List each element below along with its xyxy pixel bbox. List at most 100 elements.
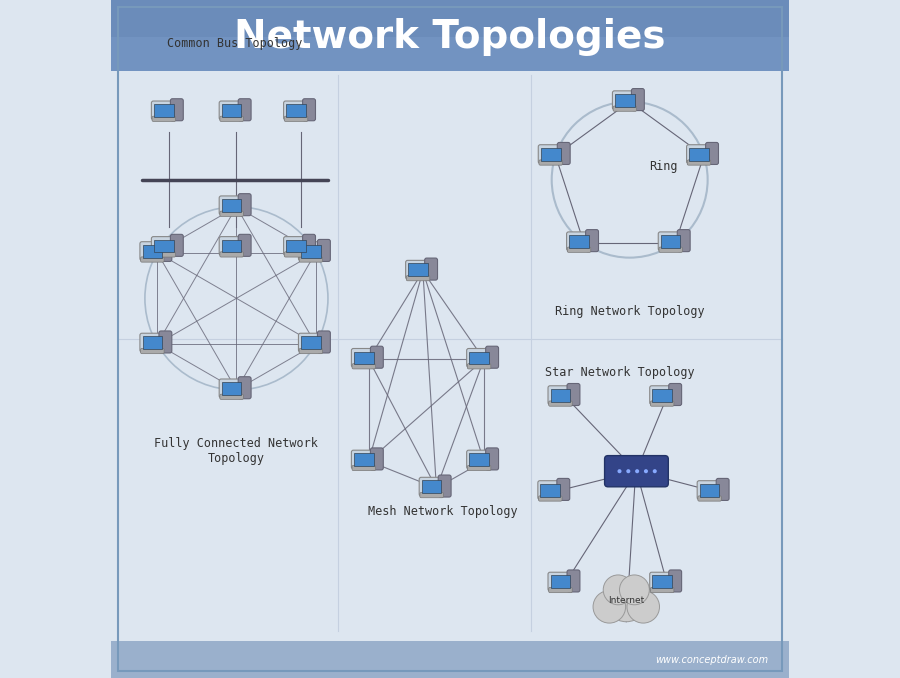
FancyBboxPatch shape xyxy=(354,352,373,364)
FancyBboxPatch shape xyxy=(352,363,375,369)
FancyBboxPatch shape xyxy=(238,377,251,399)
FancyBboxPatch shape xyxy=(299,348,322,354)
Text: Ring: Ring xyxy=(649,159,678,173)
Text: Internet: Internet xyxy=(608,595,644,605)
FancyBboxPatch shape xyxy=(438,475,451,497)
Circle shape xyxy=(644,469,648,473)
FancyBboxPatch shape xyxy=(425,258,437,280)
FancyBboxPatch shape xyxy=(652,389,672,401)
FancyBboxPatch shape xyxy=(689,148,709,161)
Circle shape xyxy=(627,591,660,623)
FancyBboxPatch shape xyxy=(613,106,636,111)
FancyBboxPatch shape xyxy=(170,235,184,256)
FancyBboxPatch shape xyxy=(154,240,174,252)
FancyBboxPatch shape xyxy=(652,576,672,588)
FancyBboxPatch shape xyxy=(538,144,564,163)
FancyBboxPatch shape xyxy=(220,116,243,121)
FancyBboxPatch shape xyxy=(615,94,634,106)
FancyBboxPatch shape xyxy=(467,465,491,471)
Circle shape xyxy=(635,469,639,473)
FancyBboxPatch shape xyxy=(318,331,330,353)
FancyBboxPatch shape xyxy=(221,240,241,252)
FancyBboxPatch shape xyxy=(220,101,245,120)
Circle shape xyxy=(619,575,649,605)
FancyBboxPatch shape xyxy=(220,196,245,215)
FancyBboxPatch shape xyxy=(302,245,320,258)
FancyBboxPatch shape xyxy=(140,241,166,260)
Text: Network Topologies: Network Topologies xyxy=(234,18,666,56)
FancyBboxPatch shape xyxy=(669,570,681,592)
FancyBboxPatch shape xyxy=(651,401,674,406)
FancyBboxPatch shape xyxy=(567,570,580,592)
FancyBboxPatch shape xyxy=(152,116,176,121)
FancyBboxPatch shape xyxy=(549,587,572,593)
FancyBboxPatch shape xyxy=(221,382,241,395)
FancyBboxPatch shape xyxy=(650,386,675,405)
FancyBboxPatch shape xyxy=(406,260,431,279)
FancyBboxPatch shape xyxy=(548,386,573,405)
FancyBboxPatch shape xyxy=(151,101,177,120)
FancyBboxPatch shape xyxy=(159,331,172,353)
FancyBboxPatch shape xyxy=(661,235,680,247)
FancyBboxPatch shape xyxy=(371,346,383,368)
FancyBboxPatch shape xyxy=(541,148,561,161)
FancyBboxPatch shape xyxy=(658,232,684,251)
Circle shape xyxy=(605,578,648,622)
Circle shape xyxy=(603,575,633,605)
FancyBboxPatch shape xyxy=(469,352,489,364)
FancyBboxPatch shape xyxy=(586,230,598,252)
FancyBboxPatch shape xyxy=(221,104,241,117)
FancyBboxPatch shape xyxy=(698,496,722,501)
FancyBboxPatch shape xyxy=(351,450,377,469)
Text: www.conceptdraw.com: www.conceptdraw.com xyxy=(655,655,769,664)
FancyBboxPatch shape xyxy=(220,237,245,256)
FancyBboxPatch shape xyxy=(539,160,562,165)
FancyBboxPatch shape xyxy=(220,394,243,399)
FancyBboxPatch shape xyxy=(238,235,251,256)
FancyBboxPatch shape xyxy=(154,104,174,117)
FancyBboxPatch shape xyxy=(538,481,563,500)
FancyBboxPatch shape xyxy=(687,144,712,163)
FancyBboxPatch shape xyxy=(548,572,573,591)
FancyBboxPatch shape xyxy=(170,99,184,121)
FancyBboxPatch shape xyxy=(286,240,306,252)
Text: Ring Network Topology: Ring Network Topology xyxy=(555,305,705,318)
FancyBboxPatch shape xyxy=(467,450,492,469)
FancyBboxPatch shape xyxy=(284,116,308,121)
FancyBboxPatch shape xyxy=(567,247,590,252)
FancyBboxPatch shape xyxy=(152,252,176,257)
FancyBboxPatch shape xyxy=(238,99,251,121)
FancyBboxPatch shape xyxy=(650,572,675,591)
FancyBboxPatch shape xyxy=(299,257,322,262)
FancyBboxPatch shape xyxy=(140,257,164,262)
FancyBboxPatch shape xyxy=(632,89,644,111)
Circle shape xyxy=(617,469,622,473)
Circle shape xyxy=(626,469,630,473)
FancyBboxPatch shape xyxy=(538,496,562,501)
FancyBboxPatch shape xyxy=(467,363,491,369)
FancyBboxPatch shape xyxy=(284,101,310,120)
FancyBboxPatch shape xyxy=(651,587,674,593)
Text: Common Bus Topology: Common Bus Topology xyxy=(167,37,302,50)
FancyBboxPatch shape xyxy=(605,456,669,487)
FancyBboxPatch shape xyxy=(557,479,570,500)
FancyBboxPatch shape xyxy=(549,401,572,406)
FancyBboxPatch shape xyxy=(142,336,162,349)
FancyBboxPatch shape xyxy=(354,454,373,466)
FancyBboxPatch shape xyxy=(688,160,711,165)
FancyBboxPatch shape xyxy=(716,479,729,500)
FancyBboxPatch shape xyxy=(551,389,571,401)
FancyBboxPatch shape xyxy=(142,245,162,258)
FancyBboxPatch shape xyxy=(557,142,571,165)
FancyBboxPatch shape xyxy=(286,104,306,117)
FancyBboxPatch shape xyxy=(220,252,243,257)
FancyBboxPatch shape xyxy=(302,336,320,349)
FancyBboxPatch shape xyxy=(541,484,560,496)
FancyBboxPatch shape xyxy=(406,275,430,281)
FancyBboxPatch shape xyxy=(140,348,164,354)
FancyBboxPatch shape xyxy=(669,384,681,405)
Circle shape xyxy=(593,591,626,623)
FancyBboxPatch shape xyxy=(302,235,316,256)
Text: Mesh Network Topology: Mesh Network Topology xyxy=(368,505,518,518)
FancyBboxPatch shape xyxy=(111,641,789,678)
